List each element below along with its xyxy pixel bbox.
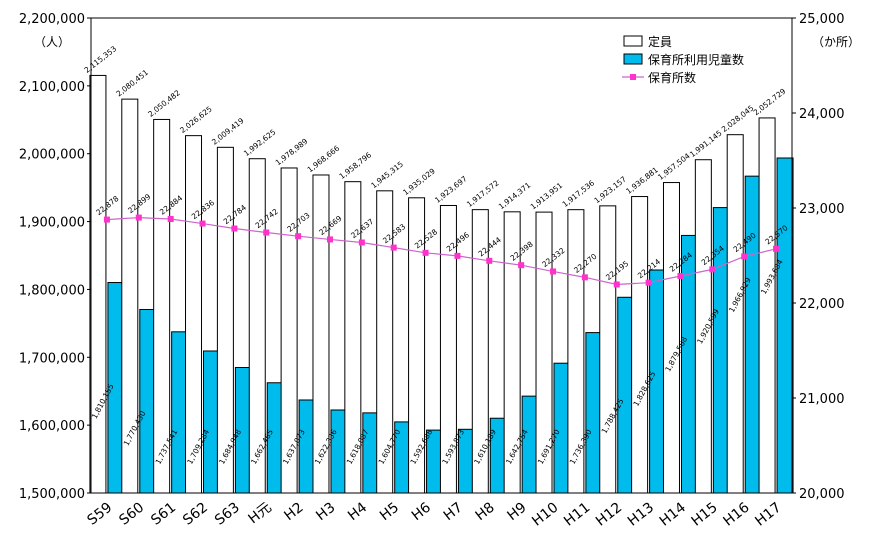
category-label: S60 [116,500,147,529]
capacity-data-label: 2,052,729 [752,87,788,118]
y-left-tick-label: 1,500,000 [19,487,85,502]
nurseries-line [106,216,777,286]
category-label: S62 [180,500,211,529]
y-right-tick-label: 25,000 [799,12,845,27]
category-label: H7 [441,500,466,525]
category-label: H11 [561,500,593,530]
category-label: S59 [85,500,116,529]
plot-frame [90,17,793,494]
y-left-tick-label: 1,800,000 [19,283,85,298]
category-label: S63 [212,500,243,529]
y-right-tick-label: 21,000 [799,392,845,407]
nurseries-point [167,216,174,223]
y-left-tick-label: 2,000,000 [19,148,85,163]
capacity-data-label: 1,914,371 [497,180,533,211]
nurseries-point [295,233,302,240]
category-label: H10 [529,500,561,530]
y-left-tick-label: 1,700,000 [19,351,85,366]
category-label: H12 [593,500,625,530]
nurseries-point [422,249,429,256]
nurseries-point [486,257,493,264]
category-label: H15 [689,500,721,530]
category-label: H4 [345,499,370,524]
nurseries-point [709,266,716,273]
nurseries-point [550,268,557,275]
category-label: H元 [246,500,275,528]
capacity-data-label: 1,945,315 [369,159,405,190]
children-bar [776,157,794,494]
capacity-data-label: 2,115,353 [83,44,119,75]
nurseries-point [518,262,525,269]
capacity-data-label: 2,009,419 [210,116,246,147]
capacity-data-label: 1,968,666 [306,144,342,175]
nurseries-point [677,273,684,280]
category-label: H14 [657,499,689,529]
legend-capacity-label: 定員 [648,34,672,49]
legend-capacity-swatch [623,35,643,47]
nurseries-point [231,225,238,232]
capacity-bar [758,117,776,494]
category-label: H17 [752,500,784,530]
nurseries-point [326,236,333,243]
y-left-tick-label: 1,900,000 [19,216,85,231]
nurseries-point [390,244,397,251]
capacity-data-label: 1,958,796 [337,150,373,181]
nurseries-point [135,214,142,221]
legend-children-swatch [623,53,643,65]
nurseries-point [613,281,620,288]
nurseries-point [581,274,588,281]
capacity-data-label: 2,028,045 [720,103,756,134]
capacity-bar [599,205,617,494]
capacity-bar [662,182,680,494]
capacity-bar [631,196,649,494]
capacity-data-label: 1,992,625 [242,127,278,158]
category-label: H3 [313,500,338,525]
category-label: H9 [504,500,529,525]
capacity-data-label: 1,913,951 [529,181,565,212]
nurseries-point [263,229,270,236]
category-label: H2 [281,500,306,525]
legend-nurseries-label: 保育所数 [648,70,696,85]
nurseries-point [741,253,748,260]
capacity-bar [726,134,744,494]
capacity-data-label: 1,978,989 [274,137,310,168]
category-label: H16 [720,499,752,529]
nurseries-point [358,239,365,246]
y-left-tick-label: 2,200,000 [19,12,85,27]
y-left-tick-label: 1,600,000 [19,419,85,434]
y-right-unit: （か所） [812,35,860,49]
y-right-tick-label: 22,000 [799,297,845,312]
capacity-data-label: 1,917,572 [465,178,501,209]
nurseries-point [199,220,206,227]
capacity-data-label: 2,050,482 [146,88,182,119]
capacity-data-label: 1,957,504 [656,151,692,182]
y-left-unit: （人） [34,35,70,49]
y-right-tick-label: 23,000 [799,202,845,217]
category-label: H5 [377,500,402,525]
category-label: H6 [409,499,434,524]
nurseries-point [454,252,461,259]
category-label: H13 [625,500,657,530]
y-right-tick-label: 24,000 [799,107,845,122]
capacity-data-label: 2,026,625 [178,104,214,135]
nurseries-point [773,245,780,252]
y-right-tick-label: 20,000 [799,487,845,502]
capacity-data-label: 1,936,881 [624,165,660,196]
capacity-data-label: 1,935,029 [401,166,437,197]
y-left-tick-label: 2,100,000 [19,80,85,95]
capacity-bar [89,74,107,494]
capacity-data-label: 1,991,145 [688,128,724,159]
capacity-data-label: 2,080,451 [114,68,150,99]
capacity-data-label: 1,923,157 [592,174,628,205]
nurseries-point [645,279,652,286]
category-label: H8 [473,500,498,525]
nurseries-point [103,216,110,223]
capacity-data-label: 1,923,697 [433,174,469,205]
category-label: S61 [148,500,179,529]
capacity-data-label: 1,917,536 [561,178,597,209]
legend-children-label: 保育所利用児童数 [648,52,744,67]
legend-nurseries-marker [630,74,636,80]
